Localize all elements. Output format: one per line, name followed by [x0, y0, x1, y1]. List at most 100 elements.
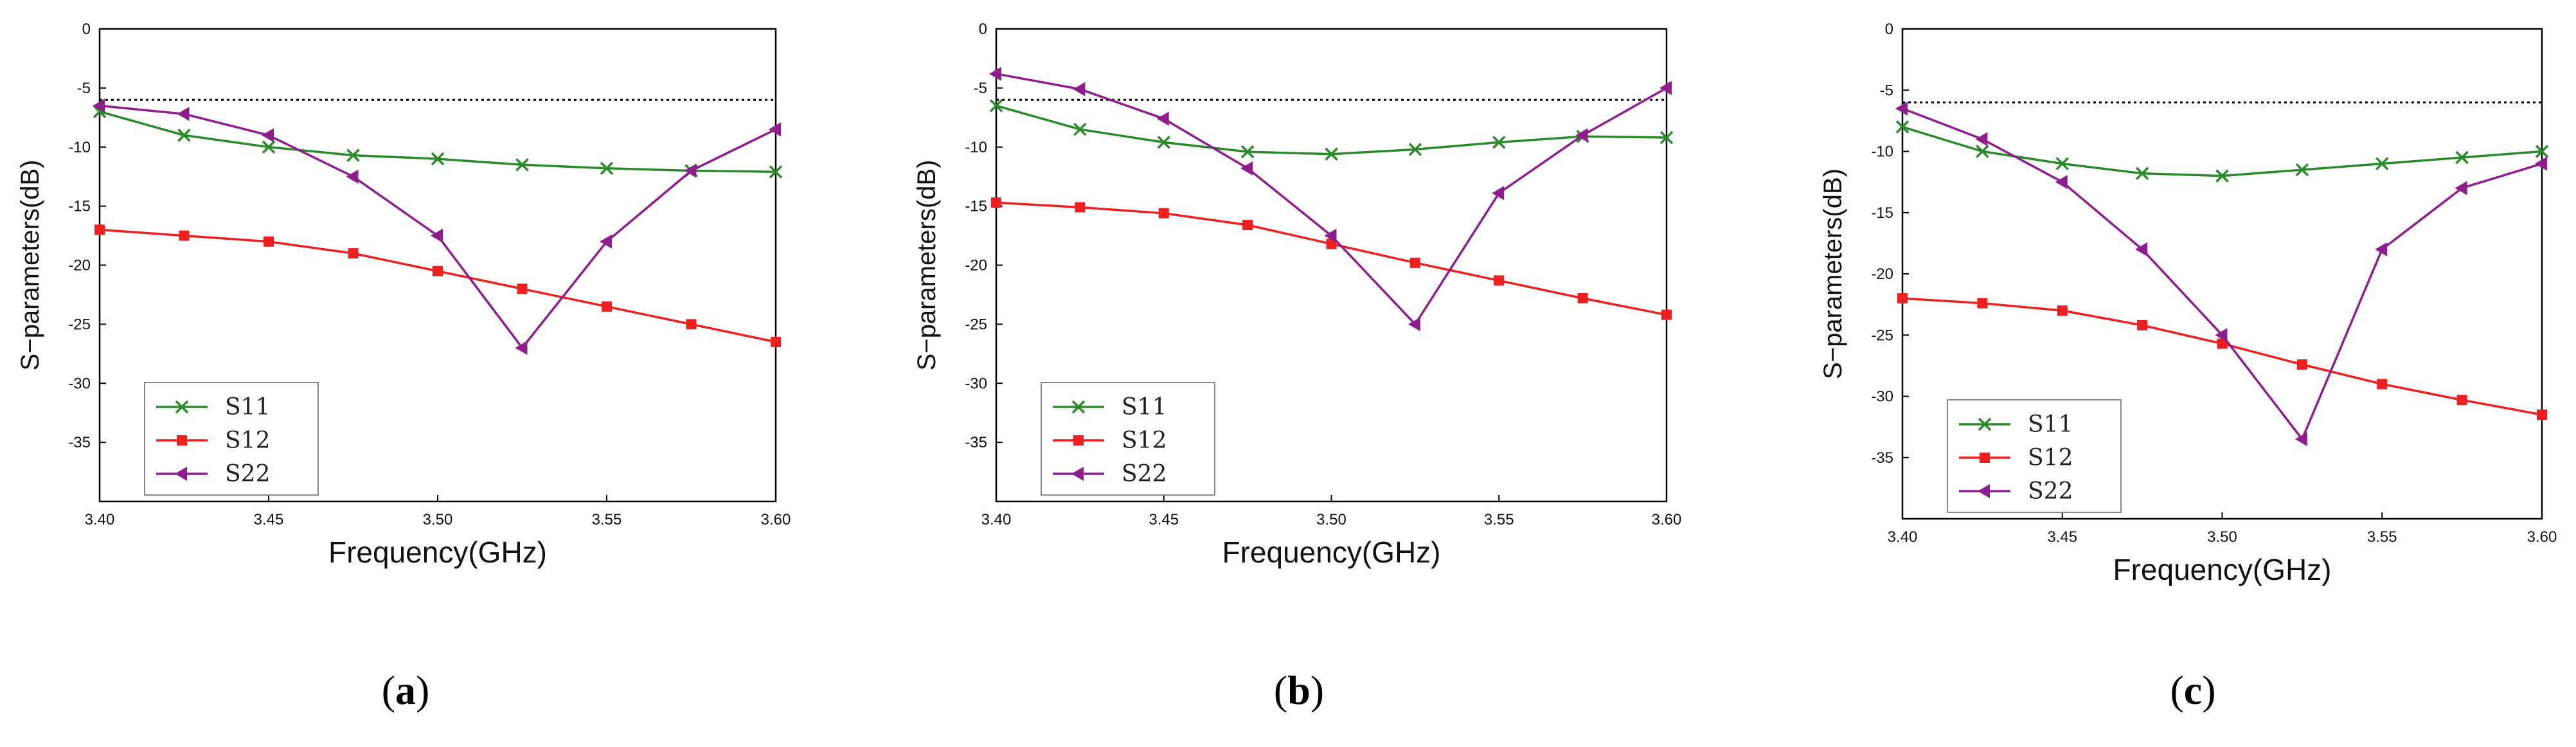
series-line-s11	[1902, 125, 2543, 177]
legend-marker-s22	[1978, 484, 1990, 498]
y-tick-label: -5	[77, 80, 91, 97]
data-point-s11	[1157, 136, 1170, 149]
legend-label-s12: S12	[225, 428, 270, 454]
data-point-s12	[94, 224, 105, 235]
y-tick-label: -10	[965, 139, 987, 156]
data-point-s22	[346, 169, 359, 184]
legend-label-s22: S22	[1122, 461, 1167, 487]
legend-label-s22: S22	[225, 461, 270, 487]
legend-marker-s12	[1980, 453, 1990, 463]
panel-a: 3.40 3.45 3.50 3.55 3.60 0 -5 -10 -15 -20 -25 -30 -3…	[16, 21, 791, 713]
data-point-s22	[1073, 82, 1086, 96]
data-point-s12	[1661, 309, 1672, 320]
legend-label-s12: S12	[1122, 428, 1167, 454]
data-point-s12	[179, 230, 190, 241]
data-point-s12	[2137, 320, 2148, 331]
data-point-s12	[2296, 359, 2307, 370]
data-point-s22	[2215, 328, 2228, 343]
data-point-s12	[517, 284, 528, 294]
legend-marker-s12	[1073, 435, 1084, 446]
legend-marker-s12	[177, 435, 187, 446]
data-point-s11	[1240, 145, 1255, 159]
legend-label-s12: S12	[2028, 445, 2073, 471]
data-point-s22	[2135, 242, 2148, 256]
data-point-s11	[1895, 120, 1910, 134]
data-point-s12	[1242, 220, 1253, 231]
data-point-s12	[2456, 395, 2467, 406]
panel-c: 3.40 3.45 3.50 3.55 3.60 0 -5 -10 -15 -20 -25 -30 -3…	[1819, 21, 2557, 713]
data-point-s12	[1577, 292, 1588, 303]
legend-marker-s22	[175, 467, 187, 481]
y-tick-label: -20	[68, 257, 91, 274]
x-tick-label: 3.40	[1888, 528, 1918, 546]
x-tick-label: 3.45	[1149, 511, 1179, 528]
y-tick-label: -10	[68, 139, 91, 156]
x-tick-label: 3.55	[1484, 511, 1514, 528]
y-axis-label: S−parameters(dB)	[1819, 168, 1847, 379]
data-point-s11	[2215, 169, 2229, 183]
data-point-s12	[1158, 208, 1169, 219]
y-tick-label: -30	[68, 375, 91, 392]
data-point-s11	[1659, 130, 1674, 145]
data-point-s22	[515, 341, 528, 356]
data-point-s11	[2455, 150, 2469, 165]
y-axis-label: S−parameters(dB)	[913, 160, 941, 371]
y-tick-label: -30	[965, 375, 987, 392]
data-point-s11	[346, 148, 360, 162]
y-tick-label: -5	[974, 80, 987, 97]
data-point-s11	[2375, 157, 2389, 170]
data-point-s11	[2295, 163, 2309, 177]
y-tick-label: -10	[1871, 143, 1893, 161]
x-tick-label: 3.40	[981, 511, 1012, 528]
x-tick-label: 3.45	[254, 511, 284, 528]
data-point-s11	[600, 161, 614, 176]
series-line-s12	[996, 201, 1667, 316]
data-point-s22	[2294, 432, 2307, 447]
data-point-s22	[600, 234, 612, 249]
legend-marker-s11	[175, 400, 189, 414]
data-point-s11	[1976, 145, 1989, 158]
data-point-s12	[1897, 293, 1908, 304]
data-point-s22	[1156, 111, 1169, 126]
y-tick-label: -35	[965, 434, 987, 451]
data-point-s12	[433, 266, 443, 276]
y-tick-label: -25	[68, 316, 91, 333]
y-tick-label: -15	[965, 198, 987, 215]
series-line-s11	[99, 110, 776, 174]
data-point-s11	[1408, 143, 1422, 156]
x-tick-label: 3.60	[761, 511, 791, 528]
x-tick-label: 3.55	[2367, 528, 2397, 546]
data-point-s22	[1324, 228, 1337, 243]
panel-b: 3.40 3.45 3.50 3.55 3.60 0 -5 -10 -15 -20 -25 -30 -3…	[913, 21, 1681, 713]
data-point-s12	[991, 197, 1001, 208]
series-line-s22	[996, 73, 1667, 326]
data-point-s12	[1075, 202, 1086, 213]
data-point-s12	[1326, 239, 1337, 249]
data-point-s22	[2535, 156, 2547, 171]
y-tick-label: 0	[979, 21, 987, 38]
legend-box	[1947, 399, 2122, 513]
x-tick-label: 3.50	[1316, 511, 1346, 528]
data-point-s11	[1492, 136, 1506, 149]
series-line-s12	[99, 228, 776, 343]
data-point-s12	[2537, 410, 2547, 420]
legend-box	[1041, 382, 1215, 496]
legend-box	[144, 382, 319, 496]
data-point-s12	[2057, 305, 2068, 316]
y-tick-label: -25	[1871, 327, 1893, 344]
series-line-s22	[99, 104, 776, 349]
data-point-s22	[1492, 186, 1505, 201]
data-point-s12	[1494, 275, 1505, 286]
data-point-s22	[1975, 132, 1988, 147]
panel-caption: (c)	[2170, 667, 2215, 713]
data-point-s11	[262, 140, 276, 154]
x-tick-label: 3.55	[592, 511, 622, 528]
data-point-s22	[262, 128, 274, 143]
legend-label-s11: S11	[225, 394, 270, 420]
x-tick-label: 3.50	[423, 511, 453, 528]
data-point-s22	[769, 122, 781, 137]
legend-label-s22: S22	[2028, 478, 2073, 505]
data-point-s11	[1073, 122, 1087, 136]
